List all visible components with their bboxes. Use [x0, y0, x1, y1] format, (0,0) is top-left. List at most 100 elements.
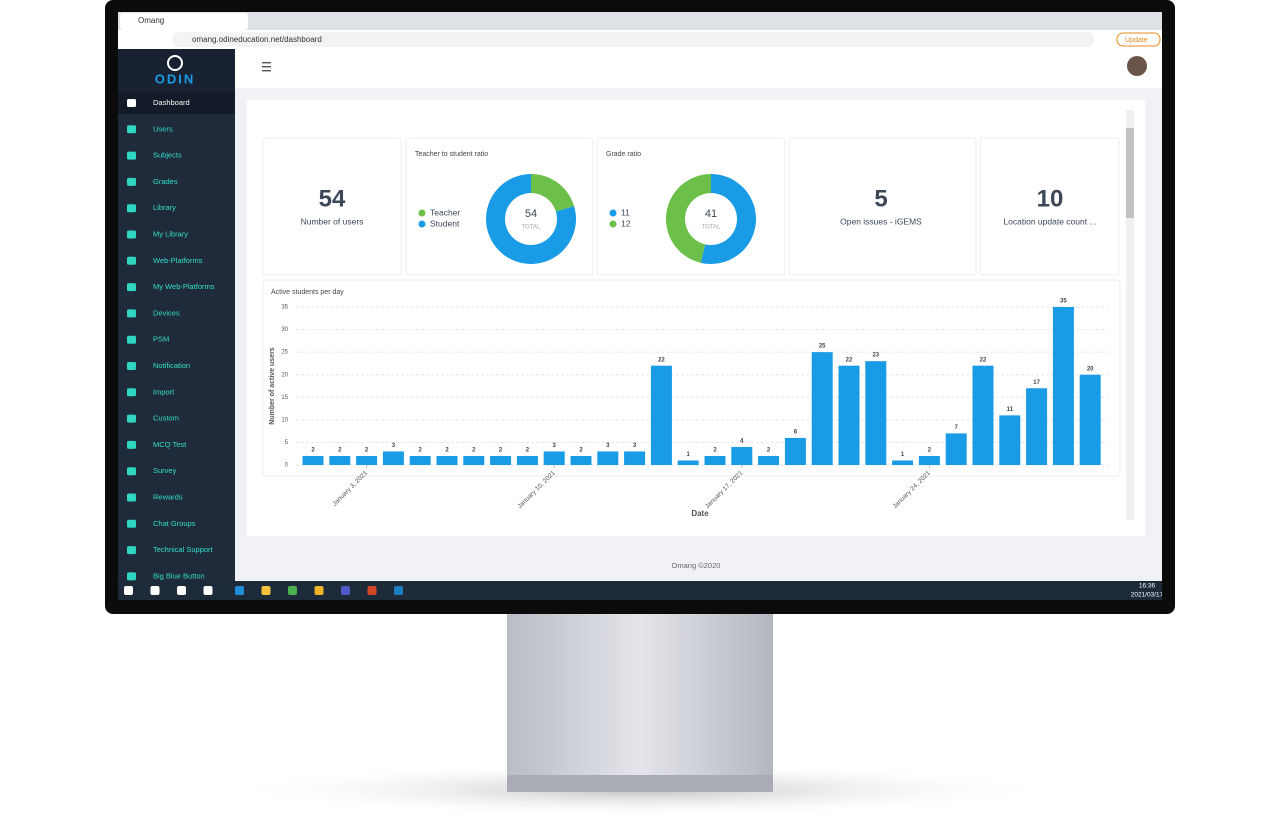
- sidebar: [118, 49, 235, 581]
- bar-value-label: 11: [1007, 407, 1014, 413]
- logo-ring: [167, 55, 183, 71]
- sidebar-item[interactable]: Users: [153, 124, 173, 133]
- bar: [597, 451, 619, 465]
- bar: [490, 455, 512, 465]
- legend-label: Student: [430, 218, 460, 228]
- sidebar-item[interactable]: Subjects: [153, 151, 182, 160]
- bar: [1079, 374, 1101, 465]
- url: omang.odineducation.net/dashboard: [192, 35, 322, 44]
- taskbar-icon[interactable]: [150, 586, 160, 595]
- bar-value-label: 2: [713, 448, 717, 454]
- sidebar-item[interactable]: Devices: [153, 308, 180, 317]
- footer: Omang ©2020: [672, 561, 721, 570]
- stand-base: [507, 775, 773, 792]
- donut-segment: [666, 174, 711, 263]
- y-tick-label: 10: [281, 417, 288, 423]
- sidebar-item[interactable]: PSM: [153, 335, 169, 344]
- bar-value-label: 2: [499, 448, 503, 454]
- sidebar-item[interactable]: Big Blue Button: [153, 571, 205, 580]
- bar-value-label: 2: [928, 448, 932, 454]
- sidebar-icon: [127, 572, 136, 581]
- taskbar-icon[interactable]: [203, 586, 213, 595]
- taskbar-icon[interactable]: [394, 586, 403, 595]
- sidebar-item[interactable]: My Web-Platforms: [153, 282, 215, 291]
- sidebar-icon: [127, 309, 136, 318]
- y-tick-label: 5: [285, 440, 289, 446]
- bar: [838, 365, 860, 465]
- bar: [329, 455, 351, 465]
- sidebar-icon: [127, 125, 136, 134]
- menu-icon[interactable]: [262, 66, 271, 68]
- sidebar-icon: [127, 362, 136, 370]
- sidebar-icon: [127, 283, 136, 292]
- stat-label: Location update count ...: [1003, 216, 1096, 226]
- sidebar-icon: [127, 99, 136, 107]
- bar-value-label: 25: [819, 344, 826, 350]
- card: [788, 137, 977, 276]
- stat-value: 5: [874, 185, 887, 212]
- sidebar-item[interactable]: MCQ Test: [153, 440, 187, 449]
- bar-value-label: 2: [472, 448, 476, 454]
- bar: [409, 455, 431, 465]
- taskbar-icon[interactable]: [288, 586, 297, 595]
- sidebar-icon: [127, 335, 136, 344]
- taskbar-icon[interactable]: [177, 586, 186, 595]
- top-header: [235, 49, 1162, 88]
- screen: Omang omang.odineducation.net/dashboard Up…: [118, 12, 1162, 600]
- sidebar-item[interactable]: My Library: [153, 229, 188, 238]
- taskbar-icon[interactable]: [124, 586, 133, 595]
- sidebar-item[interactable]: Import: [153, 387, 175, 396]
- taskbar-icon[interactable]: [341, 586, 350, 595]
- chart-card: [262, 279, 1121, 477]
- bar-value-label: 2: [419, 448, 423, 454]
- bar-value-label: 2: [311, 448, 315, 454]
- bar: [892, 460, 914, 465]
- bar: [1026, 388, 1048, 465]
- menu-icon[interactable]: [262, 62, 271, 64]
- scrollbar-thumb: [1126, 128, 1134, 218]
- legend-swatch: [609, 209, 617, 217]
- sidebar-item[interactable]: Survey: [153, 466, 177, 475]
- bar-value-label: 35: [1060, 299, 1067, 305]
- sidebar-item[interactable]: Grades: [153, 177, 178, 186]
- sidebar-icon: [127, 414, 136, 423]
- y-tick-label: 30: [281, 327, 288, 333]
- legend-swatch: [418, 220, 426, 228]
- taskbar-icon[interactable]: [367, 586, 377, 595]
- sidebar-item[interactable]: Custom: [153, 414, 179, 423]
- taskbar-icon[interactable]: [261, 586, 271, 595]
- y-tick-label: 35: [281, 305, 288, 311]
- sidebar-item[interactable]: Notification: [153, 361, 190, 370]
- donut-total-label: TOTAL: [702, 225, 721, 231]
- stat-label: Number of users: [301, 216, 364, 226]
- sidebar-item[interactable]: Web-Platforms: [153, 256, 203, 265]
- sidebar-icon: [127, 204, 136, 213]
- sidebar-item[interactable]: Technical Support: [153, 545, 214, 554]
- sidebar-icon: [127, 440, 136, 449]
- sidebar-item[interactable]: Library: [153, 203, 176, 212]
- scrollbar-track: [1126, 110, 1134, 520]
- taskbar: [118, 581, 1162, 600]
- bar: [677, 460, 699, 465]
- card: [262, 137, 402, 276]
- stat-value: 54: [319, 185, 346, 212]
- bar: [356, 455, 378, 465]
- bar-value-label: 2: [365, 448, 369, 454]
- y-tick-label: 15: [281, 395, 288, 401]
- y-axis-label: Number of active users: [269, 347, 276, 425]
- update-button[interactable]: [1116, 32, 1161, 47]
- sidebar-item[interactable]: Dashboard: [153, 98, 190, 107]
- taskbar-icon[interactable]: [235, 586, 244, 595]
- menu-icon[interactable]: [262, 70, 271, 72]
- sidebar-item[interactable]: Chat Groups: [153, 519, 196, 528]
- donut-total: 54: [525, 208, 537, 220]
- sidebar-item[interactable]: Rewards: [153, 492, 183, 501]
- legend-label: 11: [621, 207, 630, 217]
- bar: [516, 455, 538, 465]
- bar-value-label: 22: [658, 357, 665, 363]
- stat-value: 10: [1037, 185, 1064, 212]
- taskbar-icon[interactable]: [314, 586, 324, 595]
- avatar[interactable]: [1127, 56, 1147, 76]
- url-field[interactable]: [172, 32, 1094, 47]
